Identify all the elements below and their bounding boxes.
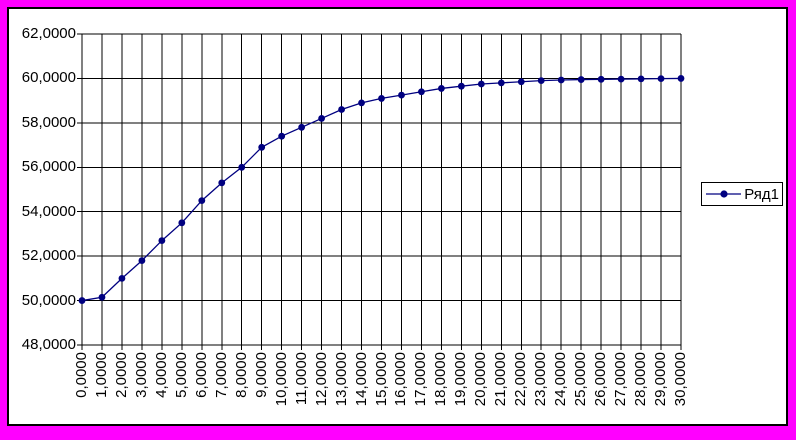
legend: Ряд1	[701, 182, 783, 206]
legend-series-label: Ряд1	[744, 185, 779, 203]
series-marker-icon	[706, 190, 742, 198]
chart-canvas: 48,0000 50,0000 52,0000 54,0000 56,0000 58,00…	[7, 7, 788, 426]
plot-area	[77, 33, 685, 350]
